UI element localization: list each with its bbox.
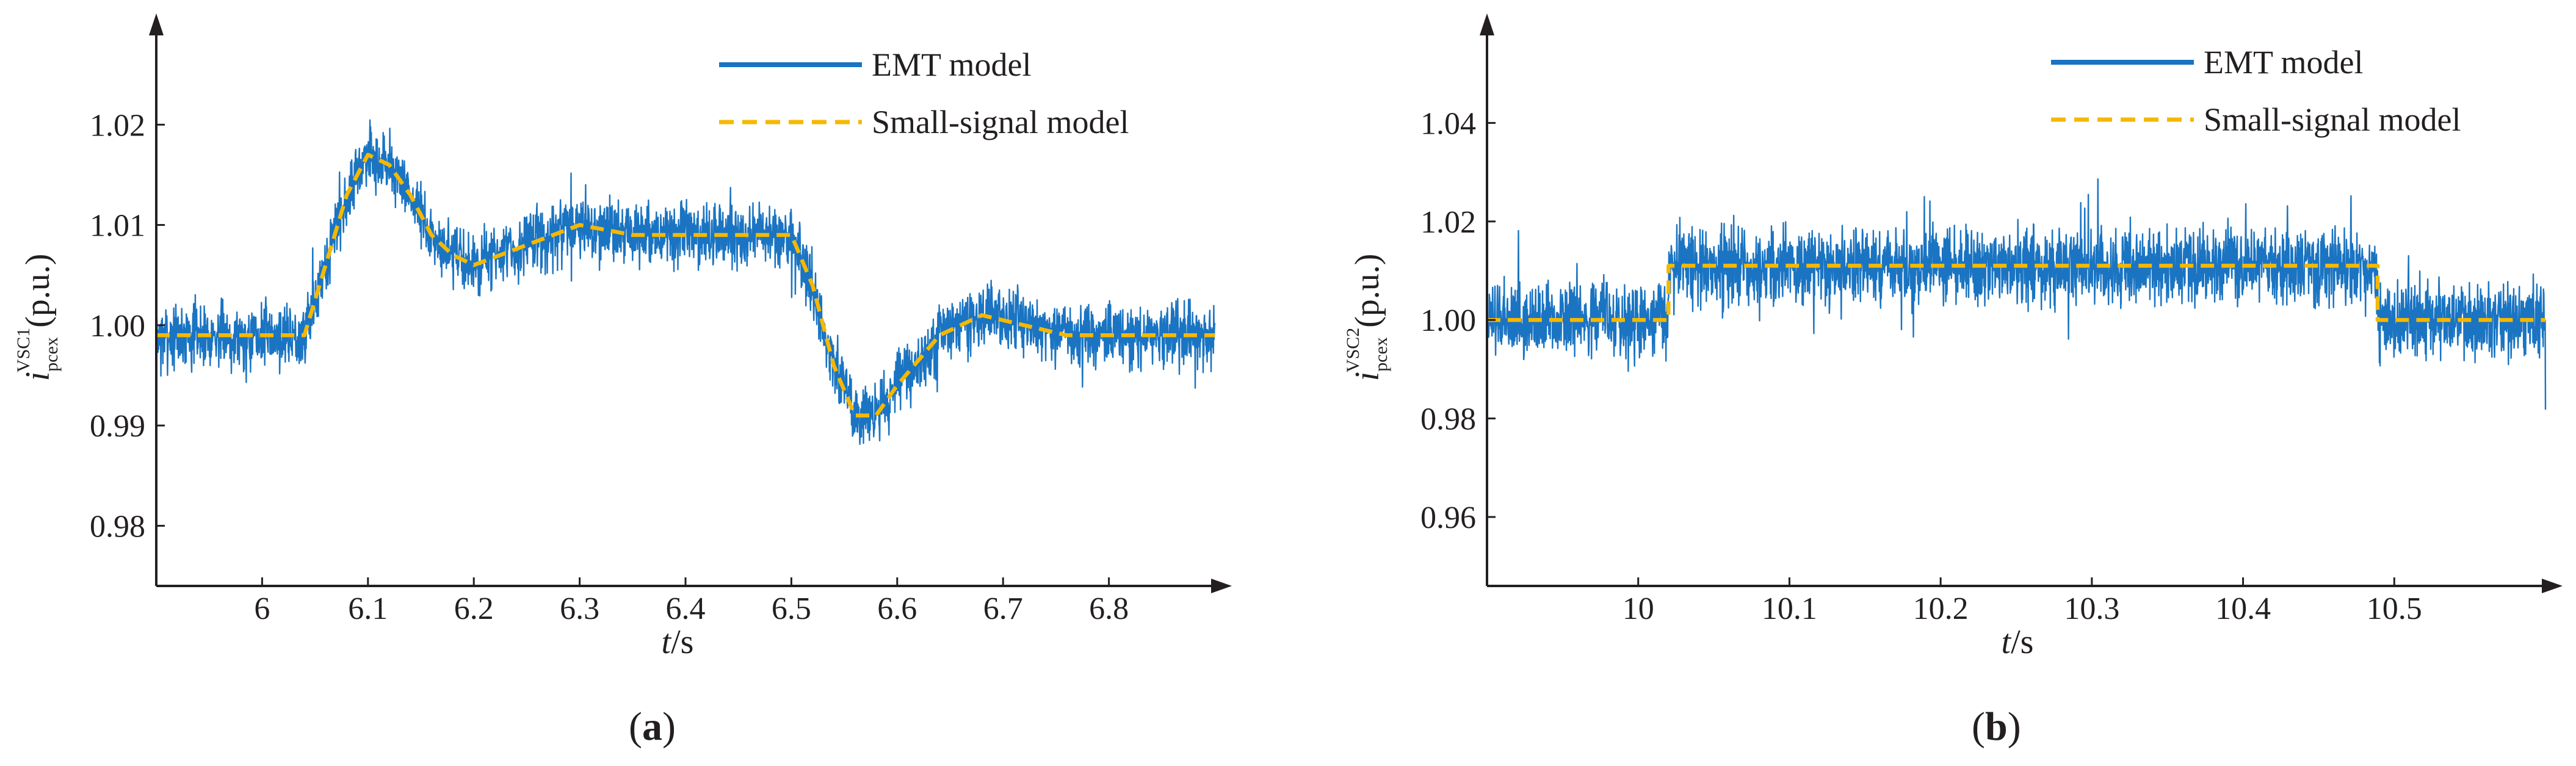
chart-b-legend-emt-label: EMT model [2204, 44, 2363, 81]
chart-a-xtick-label: 6.3 [560, 591, 599, 626]
chart-a-xtick-label: 6 [254, 591, 270, 626]
chart-b-ylabel-sub: pcex [1371, 337, 1391, 372]
chart-a-ylabel: ipcex VSC1(p.u.) [13, 254, 62, 381]
chart-a-xtick-label: 6.7 [983, 591, 1023, 626]
chart-a-ytick-label: 1.00 [90, 309, 145, 344]
chart-a-ytick-label: 0.99 [90, 409, 145, 444]
chart-b-xlabel: t/s [2002, 623, 2034, 661]
chart-a-xlabel-unit: /s [671, 623, 693, 661]
chart-b-y-axis-arrow [1480, 13, 1494, 35]
chart-b-ylabel-var: i [1348, 372, 1386, 381]
chart-b-x-axis-arrow [2542, 579, 2563, 593]
chart-a-xlabel: t/s [662, 623, 694, 661]
chart-a-panel-letter: a [642, 704, 662, 749]
chart-a-ylabel-var: i [19, 372, 57, 381]
chart-b-xtick-label: 10 [1623, 591, 1654, 626]
chart-a-ytick-label: 0.98 [90, 509, 145, 544]
chart-b-ticks: 10 10.1 10.2 10.3 10.4 10.5 0.96 0.98 1.00 1.02 1.… [1420, 106, 2422, 626]
chart-a-x-axis-arrow [1211, 579, 1232, 593]
chart-b-ytick-label: 1.02 [1420, 205, 1476, 240]
chart-b-xtick-label: 10.4 [2215, 591, 2271, 626]
chart-b-xtick-label: 10.5 [2367, 591, 2422, 626]
chart-b-ylabel: ipcex VSC2(p.u.) [1343, 254, 1391, 381]
chart-b-xlabel-var: t [2002, 623, 2012, 661]
chart-a-xlabel-var: t [662, 623, 672, 661]
chart-a-xtick-label: 6.8 [1089, 591, 1129, 626]
chart-b: 10 10.1 10.2 10.3 10.4 10.5 0.96 0.98 1.00 1.02 1.… [1343, 13, 2563, 749]
chart-a-ylabel-unit: (p.u.) [19, 254, 57, 328]
chart-b-legend: EMT model Small-signal model [2051, 44, 2461, 138]
chart-b-axes [1480, 13, 2563, 593]
chart-b-xtick-label: 10.1 [1762, 591, 1817, 626]
chart-a-ytick-label: 1.02 [90, 108, 145, 143]
chart-b-xtick-label: 10.2 [1913, 591, 1969, 626]
chart-b-series-small-signal [1487, 264, 2545, 322]
chart-a-ylabel-sub: pcex [42, 337, 62, 372]
chart-a: 6 6.1 6.2 6.3 6.4 6.5 6.6 6.7 6.8 0.98 0.99 1.00 1.0… [13, 13, 1232, 749]
chart-b-xlabel-unit: /s [2011, 623, 2033, 661]
chart-b-panel-label: (b) [1972, 704, 2021, 749]
chart-a-legend-ss-label: Small-signal model [872, 104, 1129, 140]
chart-b-xtick-label: 10.3 [2064, 591, 2119, 626]
chart-a-ylabel-sup: VSC1 [13, 328, 34, 372]
chart-a-legend: EMT model Small-signal model [719, 46, 1129, 140]
chart-a-y-axis-arrow [149, 13, 164, 35]
chart-a-xtick-label: 6.4 [666, 591, 706, 626]
chart-b-ylabel-unit: (p.u.) [1348, 254, 1386, 328]
chart-a-xtick-label: 6.6 [877, 591, 917, 626]
chart-b-ytick-label: 0.98 [1420, 402, 1476, 437]
chart-b-ytick-label: 0.96 [1420, 500, 1476, 535]
chart-b-ytick-label: 1.00 [1420, 303, 1476, 338]
chart-b-series-layer [1487, 178, 2547, 410]
chart-a-ytick-label: 1.01 [90, 209, 145, 244]
chart-a-xtick-label: 6.5 [772, 591, 811, 626]
chart-b-ylabel-sup: VSC2 [1343, 328, 1363, 372]
chart-a-panel-label: (a) [629, 704, 676, 749]
chart-a-series-small-signal [156, 153, 1215, 417]
chart-b-legend-ss-label: Small-signal model [2204, 101, 2461, 138]
chart-a-xtick-label: 6.1 [348, 591, 388, 626]
chart-a-series-emt [156, 119, 1216, 445]
chart-a-xtick-label: 6.2 [454, 591, 494, 626]
chart-b-ytick-label: 1.04 [1420, 106, 1476, 141]
chart-a-legend-emt-label: EMT model [872, 46, 1031, 83]
chart-a-series-layer [156, 119, 1216, 445]
chart-a-ticks: 6 6.1 6.2 6.3 6.4 6.5 6.6 6.7 6.8 0.98 0.99 1.00 1.0… [90, 108, 1129, 626]
chart-b-panel-letter: b [1985, 704, 2008, 749]
chart-b-series-emt [1487, 178, 2547, 410]
